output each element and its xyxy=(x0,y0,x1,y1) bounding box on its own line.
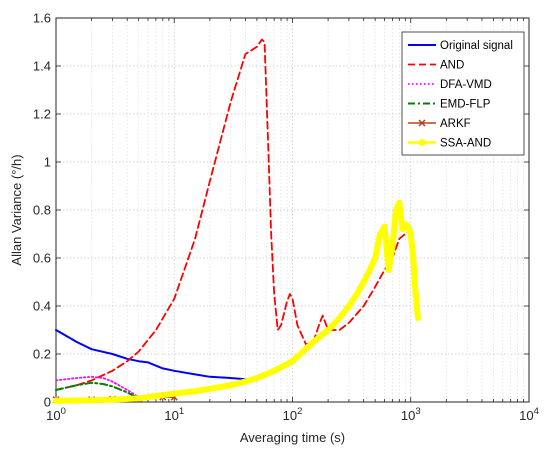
series-point-5 xyxy=(52,397,60,404)
legend-label-1: AND xyxy=(440,60,464,72)
legend-label-4: ARKF xyxy=(440,118,471,130)
series-point-5 xyxy=(345,302,353,310)
series-line-3 xyxy=(55,381,140,400)
series-lines xyxy=(52,38,421,404)
series-line-0 xyxy=(55,329,258,382)
legend-marker-4 xyxy=(418,119,426,127)
legend: Original signal AND DFA-VMD EMD-FLP ARKF SSA-… xyxy=(401,31,525,156)
x-tick-label: 104 xyxy=(519,406,539,423)
legend-label-3: EMD-FLP xyxy=(440,99,491,111)
series-point-5 xyxy=(253,374,261,382)
y-tick-label: 1.6 xyxy=(33,11,51,26)
y-tick-label: 0 xyxy=(44,395,51,410)
series-point-5 xyxy=(407,230,414,238)
series-point-5 xyxy=(371,254,379,262)
series-point-5 xyxy=(360,278,367,286)
y-axis-label: Allan Variance (°/h) xyxy=(9,154,24,265)
y-tick-label: 0.8 xyxy=(33,203,51,218)
series-point-5 xyxy=(396,199,403,206)
y-tick-label: 1 xyxy=(44,155,51,170)
series-point-5 xyxy=(109,396,116,403)
legend-label-2: DFA-VMD xyxy=(440,79,492,91)
series-point-5 xyxy=(412,290,419,298)
y-tick-label: 1.2 xyxy=(33,107,51,122)
x-tick-label: 101 xyxy=(164,406,184,423)
legend-label-5: SSA-AND xyxy=(440,138,491,150)
series-point-5 xyxy=(324,326,332,334)
x-tick-label: 102 xyxy=(283,406,303,423)
x-tick-label: 100 xyxy=(46,406,66,423)
series-point-5 xyxy=(289,358,296,365)
legend-box xyxy=(401,31,525,156)
x-tick-label: 103 xyxy=(401,406,421,423)
legend-marker-5 xyxy=(418,139,426,146)
y-tick-label: 0.6 xyxy=(33,251,51,266)
y-tick-label: 0.4 xyxy=(33,299,51,314)
legend-label-0: Original signal xyxy=(440,40,513,52)
series-point-5 xyxy=(381,223,388,230)
series-line-1 xyxy=(55,38,412,391)
axis-ticks: 0 0.2 0.4 0.6 0.8 1 1.2 1.4 1.6 100 101 102 103 104 xyxy=(33,11,539,424)
y-tick-label: 1.4 xyxy=(33,59,51,74)
series-point-5 xyxy=(227,382,234,389)
series-point-5 xyxy=(191,388,199,395)
series-point-5 xyxy=(402,221,409,228)
x-axis-label: Averaging time (s) xyxy=(240,430,345,445)
series-point-5 xyxy=(152,392,160,400)
y-tick-label: 0.2 xyxy=(33,347,51,362)
series-point-5 xyxy=(389,242,396,250)
